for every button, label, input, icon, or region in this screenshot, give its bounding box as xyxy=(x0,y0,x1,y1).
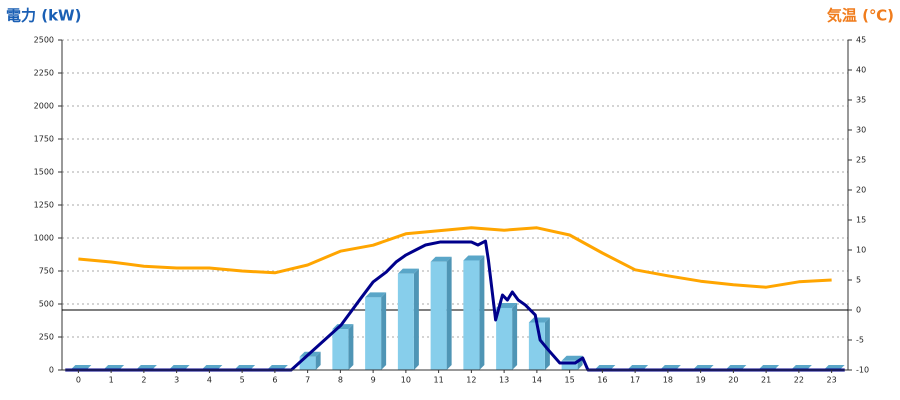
bar xyxy=(365,292,387,370)
bar-top xyxy=(430,256,452,262)
y2-tick-label: 45 xyxy=(856,36,866,45)
y2-tick-label: 30 xyxy=(856,126,866,135)
bar xyxy=(496,302,518,370)
y2-tick-label: 25 xyxy=(856,156,866,165)
line xyxy=(65,239,845,372)
x-tick-label: 11 xyxy=(434,376,444,385)
bar-front xyxy=(397,273,414,370)
x-tick-label: 15 xyxy=(565,376,575,385)
x-tick-label: 0 xyxy=(76,376,81,385)
bar-front xyxy=(463,260,480,370)
y2-axis-title: 気温 (℃) xyxy=(827,7,894,25)
bar-side xyxy=(348,324,354,370)
x-tick-label: 6 xyxy=(272,376,277,385)
bar-top xyxy=(463,255,485,261)
x-tick-label: 13 xyxy=(499,376,509,385)
y2-tick-label: -5 xyxy=(856,336,864,345)
y-tick-label: 1250 xyxy=(34,201,54,210)
y-axis-title: 電力 (kW) xyxy=(6,7,81,25)
x-tick-label: 16 xyxy=(597,376,607,385)
x-tick-label: 12 xyxy=(466,376,476,385)
line xyxy=(78,226,832,289)
bar-side xyxy=(544,317,550,370)
x-tick-label: 20 xyxy=(728,376,738,385)
bar-front xyxy=(365,297,382,370)
bar xyxy=(430,256,452,370)
bar-side xyxy=(446,256,452,370)
bar xyxy=(397,268,419,370)
y-tick-label: 500 xyxy=(39,300,54,309)
y-tick-label: 2000 xyxy=(34,102,54,111)
bar-front xyxy=(430,261,447,370)
bar-front xyxy=(528,322,545,370)
y-tick-label: 250 xyxy=(39,333,54,342)
bar-side xyxy=(479,255,485,370)
x-tick-label: 18 xyxy=(663,376,673,385)
bar-side xyxy=(413,268,419,370)
x-tick-label: 3 xyxy=(174,376,179,385)
bar xyxy=(463,255,485,370)
y2-tick-label: -10 xyxy=(856,366,869,375)
x-tick-label: 7 xyxy=(305,376,310,385)
y-tick-label: 750 xyxy=(39,267,54,276)
bar-top xyxy=(365,292,387,298)
x-tick-label: 14 xyxy=(532,376,542,385)
x-tick-label: 23 xyxy=(827,376,837,385)
y2-tick-label: 40 xyxy=(856,66,866,75)
x-tick-label: 5 xyxy=(240,376,245,385)
y2-tick-label: 0 xyxy=(856,306,861,315)
bar-front xyxy=(496,307,513,370)
bar-side xyxy=(381,292,387,370)
y-tick-label: 2500 xyxy=(34,36,54,45)
y-tick-label: 1000 xyxy=(34,234,54,243)
y-tick-label: 1750 xyxy=(34,135,54,144)
x-tick-label: 17 xyxy=(630,376,640,385)
bar-front xyxy=(561,360,578,370)
bar xyxy=(528,317,550,370)
bar-side xyxy=(512,302,518,370)
x-tick-label: 10 xyxy=(401,376,411,385)
bar-side xyxy=(315,351,321,370)
x-tick-label: 2 xyxy=(141,376,146,385)
x-tick-label: 8 xyxy=(338,376,343,385)
bar xyxy=(332,324,354,370)
y-tick-label: 2250 xyxy=(34,69,54,78)
x-tick-label: 22 xyxy=(794,376,804,385)
y2-tick-label: 10 xyxy=(856,246,866,255)
y-tick-label: 1500 xyxy=(34,168,54,177)
x-tick-label: 4 xyxy=(207,376,212,385)
x-tick-label: 21 xyxy=(761,376,771,385)
bar-top xyxy=(528,317,550,323)
y2-tick-label: 5 xyxy=(856,276,861,285)
bar-front xyxy=(332,329,349,370)
y-tick-label: 0 xyxy=(49,366,54,375)
x-tick-label: 9 xyxy=(371,376,376,385)
y2-tick-label: 35 xyxy=(856,96,866,105)
x-tick-label: 19 xyxy=(696,376,706,385)
x-tick-label: 1 xyxy=(109,376,114,385)
y2-tick-label: 20 xyxy=(856,186,866,195)
bar-top xyxy=(397,268,419,274)
bar-top xyxy=(561,355,583,361)
plot-area xyxy=(62,40,848,370)
y2-tick-label: 15 xyxy=(856,216,866,225)
